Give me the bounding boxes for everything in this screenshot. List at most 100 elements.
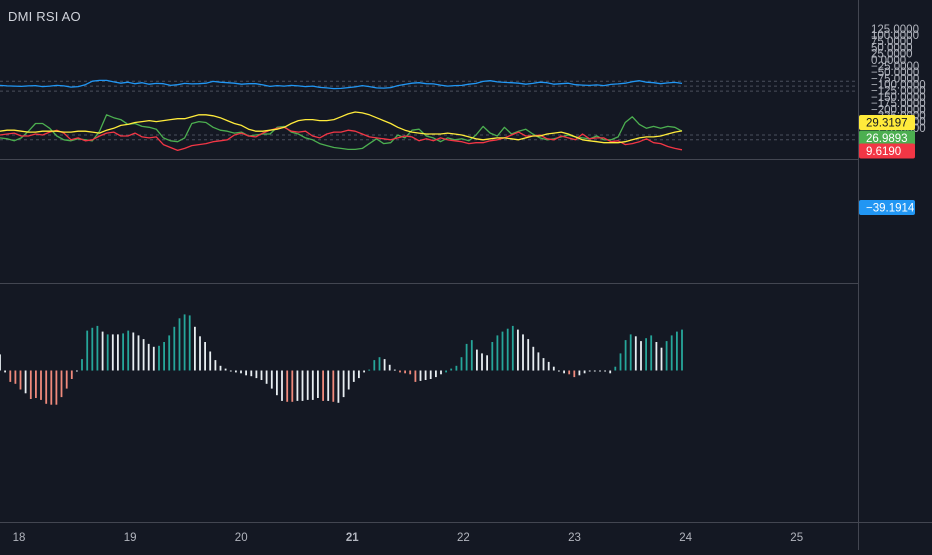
ao-bar xyxy=(173,326,176,371)
y-tick-label: −100.0000 xyxy=(871,80,926,92)
ao-bar xyxy=(670,335,673,371)
ao-bar xyxy=(55,370,58,405)
ao-bar xyxy=(337,370,340,403)
x-tick-label: 21 xyxy=(346,532,359,544)
ao-bar xyxy=(291,370,294,402)
ao-bar xyxy=(358,370,360,379)
x-tick-label: 18 xyxy=(13,532,26,544)
ao-bar xyxy=(50,370,53,405)
y-tick-label: 75.0000 xyxy=(871,36,913,48)
ao-bar xyxy=(414,370,417,382)
ao-bar xyxy=(194,326,196,371)
ao-bar xyxy=(409,370,412,375)
ao-bar xyxy=(450,368,453,371)
rsi-pane xyxy=(0,79,683,90)
ao-bar xyxy=(183,314,186,371)
dmi-line-di xyxy=(0,126,683,152)
dmi-line-di xyxy=(0,114,683,151)
ao-bar xyxy=(419,370,422,381)
ao-bar xyxy=(399,370,401,373)
ao-bar xyxy=(214,360,217,371)
y-tick-label: −50.0000 xyxy=(871,67,919,79)
plus-di-last-label: 26.9893 xyxy=(859,130,915,146)
ao-bar xyxy=(681,329,683,371)
ao-bar xyxy=(481,353,483,371)
ao-bar xyxy=(609,370,612,374)
ao-bar xyxy=(240,370,242,374)
ao-bar xyxy=(117,334,119,371)
ao-bar xyxy=(465,343,468,371)
ao-bar xyxy=(106,334,109,371)
ao-bar xyxy=(634,336,637,371)
time-scale[interactable]: 18 19 20 21 22 23 24 25 xyxy=(13,532,803,544)
ao-bar xyxy=(132,332,135,371)
rsi-last-label-text: −39.1914 xyxy=(866,203,915,215)
ao-bar xyxy=(496,335,499,371)
x-tick-label: 20 xyxy=(235,532,248,544)
ao-pane xyxy=(0,314,683,405)
ao-bar xyxy=(265,370,268,384)
ao-bar xyxy=(429,370,432,379)
ao-bar xyxy=(255,370,258,379)
ao-bar xyxy=(301,370,304,401)
y-tick-label: −75.0000 xyxy=(871,73,919,85)
ao-bar xyxy=(327,370,330,401)
ao-bar xyxy=(96,325,99,371)
ao-bar xyxy=(568,370,571,375)
ao-bar xyxy=(368,369,371,371)
ao-bar xyxy=(547,361,550,371)
y-tick-label: 100.0000 xyxy=(871,30,919,42)
x-tick-label: 22 xyxy=(457,532,470,544)
adx-last-label-bg xyxy=(859,115,915,130)
ao-bar xyxy=(235,370,237,373)
ao-bar xyxy=(624,340,627,371)
ao-bar xyxy=(158,345,160,371)
ao-bar xyxy=(286,370,289,402)
ao-bar xyxy=(604,370,606,372)
ao-bar xyxy=(522,334,524,371)
x-tick-label: 25 xyxy=(790,532,803,544)
y-tick-label: −200.0000 xyxy=(871,104,926,116)
indicator-title[interactable]: DMI RSI AO xyxy=(8,9,81,24)
ao-bar xyxy=(527,339,530,371)
ao-bar xyxy=(224,368,227,371)
ao-bar xyxy=(40,370,42,400)
ao-bar xyxy=(332,370,335,402)
ao-bar xyxy=(665,341,668,371)
ao-bar xyxy=(142,339,145,371)
ao-bar xyxy=(163,342,165,371)
y-tick-label: 125.0000 xyxy=(871,24,919,36)
ao-bar xyxy=(24,370,27,394)
ao-bar xyxy=(424,370,427,380)
ao-bar xyxy=(311,370,314,400)
ao-bar xyxy=(537,352,540,371)
minus-di-last-label-bg xyxy=(859,143,915,159)
ao-bar xyxy=(506,328,509,371)
ao-bar xyxy=(511,325,514,371)
plus-di-last-label-bg xyxy=(859,130,915,146)
ao-bar xyxy=(127,330,130,371)
ao-bar xyxy=(147,343,150,371)
ao-bar xyxy=(281,370,283,401)
ao-bar xyxy=(476,349,478,371)
ao-bar xyxy=(35,370,37,398)
ao-bar xyxy=(122,333,124,371)
adx-last-label: 29.3197 xyxy=(859,115,915,130)
ao-bar xyxy=(188,315,191,371)
dmi-line-adx xyxy=(0,111,683,144)
ao-bar xyxy=(137,335,140,371)
ao-bar xyxy=(81,359,83,371)
y-tick-label: −175.0000 xyxy=(871,98,926,110)
plus-di-last-label-text: 26.9893 xyxy=(866,133,908,145)
ao-bar xyxy=(655,342,658,371)
ao-bar xyxy=(388,364,391,371)
rsi-last-label-bg xyxy=(859,200,915,215)
y-tick-label: −125.0000 xyxy=(871,86,926,98)
ao-bar xyxy=(76,370,78,372)
ao-bar xyxy=(363,370,365,373)
ao-bar xyxy=(660,347,663,371)
